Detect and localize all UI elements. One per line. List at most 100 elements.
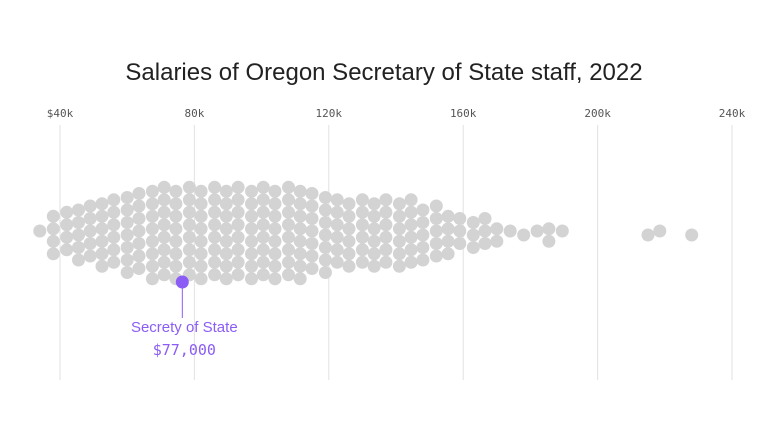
salary-dot [182,180,196,194]
salary-dot [268,247,282,261]
salary-dot [95,234,109,248]
salary-dot [231,268,245,282]
salary-dot [169,197,183,211]
salary-dot [490,234,504,248]
salary-dot [355,205,369,219]
salary-dot [182,230,196,244]
salary-dot [157,255,171,269]
salary-dot [72,241,85,254]
salary-dot [542,234,556,248]
salary-dot [219,247,233,261]
salary-dot [453,224,467,238]
x-axis-ticks: $40k 80k 120k 160k 200k 240k [47,107,746,120]
salary-dot [219,272,233,286]
salary-dot [342,197,356,211]
salary-dot [120,241,134,254]
salary-dot [145,259,159,273]
salary-dot [392,247,406,261]
salary-dot [416,203,430,217]
salary-dot [120,266,134,279]
salary-dot [355,193,369,207]
salary-dot [478,224,492,238]
salary-dot [208,180,222,194]
salary-dot [282,255,295,269]
salary-dot [282,205,295,219]
salary-dot [219,197,233,211]
salary-dot [330,243,344,257]
salary-dot [268,184,282,198]
salary-dot [318,228,332,242]
salary-dot [355,243,369,257]
salary-dot [555,224,569,238]
salary-dot [95,197,109,211]
salary-dot [256,180,270,194]
salary-dot [219,184,233,198]
salary-dot [120,191,134,204]
salary-dot [157,180,171,194]
salary-dot [305,262,319,275]
salary-dot [256,218,270,232]
salary-dot [60,230,74,244]
salary-dot [342,209,356,223]
salary-dot [305,224,319,238]
salary-dot [169,184,183,198]
salary-dot [194,259,208,273]
salary-dot [95,247,109,261]
salary-dot [145,272,159,286]
salary-dot [268,259,282,273]
salary-dot [182,255,196,269]
salary-dot [478,212,492,225]
salary-dot [517,228,531,242]
salary-dot [169,222,183,236]
salary-dot [132,224,146,238]
salary-dot [208,243,222,257]
salary-dot [245,234,258,248]
salary-dot [107,193,121,207]
salary-dot [194,209,208,223]
salary-dot [182,243,196,257]
salary-dot [194,197,208,211]
salary-dot [169,209,183,223]
salary-dot [282,268,295,282]
salary-dot [379,243,393,257]
salary-dot [256,230,270,244]
x-tick-label: 80k [184,107,204,120]
salary-dot [318,266,332,279]
salary-dot [157,205,171,219]
salary-dot [355,255,369,269]
salary-dot [342,259,356,273]
salary-dot [169,259,183,273]
salary-dot [157,193,171,207]
salary-dot [145,197,159,211]
salary-dot [83,237,97,250]
salary-dot [83,212,97,225]
salary-dot [95,259,109,273]
salary-dot [208,193,222,207]
salary-dot [256,255,270,269]
salary-dot [466,216,480,229]
salary-dot [219,209,233,223]
salary-dot [231,243,245,257]
salary-dot [441,209,455,223]
salary-dot [208,255,222,269]
salary-dot [245,197,258,211]
salary-dot [330,193,344,207]
salary-dot [379,255,393,269]
salary-dot [182,218,196,232]
salary-dot [429,249,443,263]
salary-dot [392,209,406,223]
salary-dot [367,234,381,248]
salary-dot [107,205,121,219]
salary-dot [83,224,97,238]
salary-dot [379,205,393,219]
salary-dot [404,193,418,207]
salary-dot [208,268,222,282]
salary-dot [293,247,307,261]
salary-dot [293,209,307,223]
salary-dot [392,197,406,211]
salary-dot [367,247,381,261]
salary-dot [404,255,418,269]
salary-dot [60,218,74,232]
salary-dot [379,230,393,244]
